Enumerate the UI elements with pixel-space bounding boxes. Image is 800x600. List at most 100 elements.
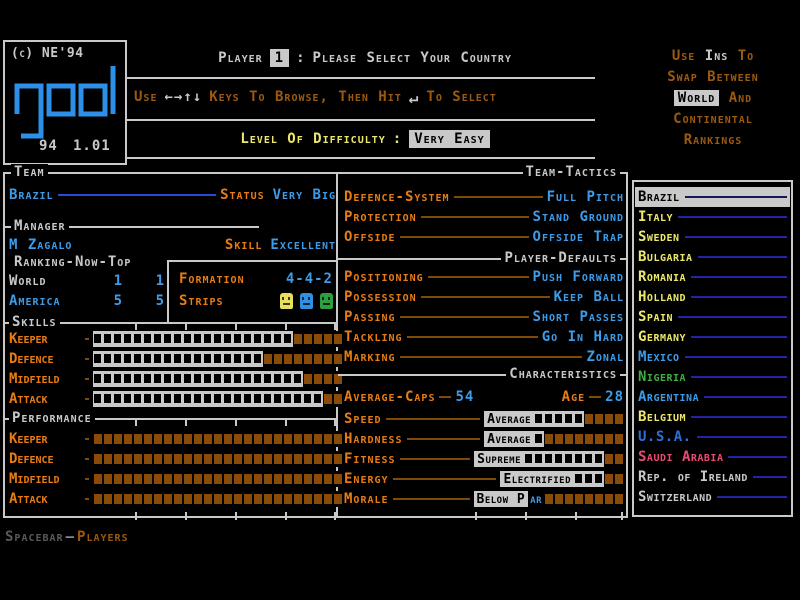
bar-cell [253, 451, 263, 467]
bar-cell [323, 451, 333, 467]
age-value: 28 [605, 389, 624, 405]
player-number-box[interactable]: 1 [269, 49, 290, 67]
ranking-label: America [9, 293, 61, 309]
tactic-value: Offside Trap [532, 229, 624, 245]
default-row: Possession Keep Ball [344, 288, 624, 306]
characteristic-label: Energy [344, 471, 389, 487]
difficulty-value[interactable]: Very Easy [409, 130, 490, 148]
characteristic-label: Fitness [344, 451, 396, 467]
bar-cell [173, 431, 183, 447]
bar-cell [604, 431, 614, 447]
country-item-germany[interactable]: Germany [635, 327, 790, 347]
country-item-nigeria[interactable]: Nigeria [635, 367, 790, 387]
country-item-rep-of-ireland[interactable]: Rep. of Ireland [635, 467, 790, 487]
country-item-saudi-arabia[interactable]: Saudi Arabia [635, 447, 790, 467]
country-item-u-s-a[interactable]: U.S.A. [635, 427, 790, 447]
bar-cell [123, 331, 133, 347]
hint-select: To Select [426, 89, 497, 105]
bar-filled-segment: Average [484, 431, 544, 447]
bar-cell [213, 431, 223, 447]
bar-cell [133, 431, 143, 447]
bar-cell [253, 331, 263, 347]
bar-cell [574, 471, 584, 487]
bar-cell [153, 391, 163, 407]
connector-line [392, 478, 497, 480]
team-info-panel: Team Brazil Status Very Big Manager M Za… [3, 164, 628, 520]
country-item-holland[interactable]: Holland [635, 287, 790, 307]
bar-cell [283, 371, 293, 387]
ranking-now: 1 [113, 273, 123, 289]
logo-letter-o [46, 83, 76, 117]
connector-line [85, 398, 89, 400]
bar-value-text: Supreme [477, 451, 521, 467]
country-item-italy[interactable]: Italy [635, 207, 790, 227]
bar-cell [213, 331, 223, 347]
bar-empty-segment [584, 411, 624, 427]
strip-jersey-icon-1[interactable] [280, 293, 293, 309]
bar-cell [183, 471, 193, 487]
bar-cell [313, 491, 323, 507]
bar-cell [153, 491, 163, 507]
connector-line [85, 478, 89, 480]
country-item-sweden[interactable]: Sweden [635, 227, 790, 247]
bar-cell [303, 351, 313, 367]
footer-dash: — [65, 529, 76, 545]
bar-cell [183, 491, 193, 507]
note-line-2: Swap Between [667, 69, 759, 85]
performance-row: Defence [9, 450, 343, 468]
bar-cell [103, 451, 113, 467]
header-divider-1 [127, 77, 595, 79]
country-item-mexico[interactable]: Mexico [635, 347, 790, 367]
bar-cell [193, 391, 203, 407]
country-name: U.S.A. [638, 429, 692, 445]
world-rankings-badge[interactable]: World [673, 90, 720, 106]
country-name: Holland [638, 289, 687, 305]
country-item-romania[interactable]: Romania [635, 267, 790, 287]
bar-cell [193, 371, 203, 387]
bar-cell [143, 451, 153, 467]
player-prompt-row: Player 1 : Please Select Your Country [128, 46, 602, 70]
logo-letter-g [14, 83, 44, 139]
connector-line [406, 336, 538, 338]
browse-hint-row: Use ←→↑↓ Keys To Browse, Then Hit ↵ To S… [128, 85, 605, 109]
bar-cell [283, 351, 293, 367]
header-message-area: Player 1 : Please Select Your Country Us… [127, 40, 595, 160]
connector-line [453, 196, 543, 198]
note-line-1: Use Ins To [626, 46, 800, 67]
performance-section-line [5, 418, 336, 420]
strip-jersey-icon-3[interactable] [320, 293, 333, 309]
bar-cell [103, 371, 113, 387]
country-item-argentina[interactable]: Argentina [635, 387, 790, 407]
status-label: Status [220, 187, 265, 203]
bar-cell [263, 451, 273, 467]
strip-jersey-icon-2[interactable] [300, 293, 313, 309]
default-row: Tackling Go In Hard [344, 328, 624, 346]
bar-cell [333, 451, 343, 467]
status-value: Very Big [272, 187, 336, 203]
country-item-belgium[interactable]: Belgium [635, 407, 790, 427]
country-rule [691, 296, 787, 298]
country-item-bulgaria[interactable]: Bulgaria [635, 247, 790, 267]
bar-cell [594, 471, 604, 487]
manager-section-line [5, 226, 259, 228]
country-item-brazil[interactable]: Brazil [635, 187, 790, 207]
manager-row: M Zagalo Skill Excellent [9, 236, 336, 254]
bar-cell [554, 451, 564, 467]
scale-tick [235, 322, 237, 330]
bar-cell [133, 371, 143, 387]
skills-row: Defence [9, 350, 343, 368]
country-item-spain[interactable]: Spain [635, 307, 790, 327]
bar-cell [263, 471, 273, 487]
bar-cell [293, 431, 303, 447]
bar-cell [143, 491, 153, 507]
bar-cell [273, 351, 283, 367]
bar-cell [233, 451, 243, 467]
country-rule [728, 456, 787, 458]
connector-line [589, 396, 602, 398]
country-rule [678, 316, 787, 318]
bar-cell [213, 371, 223, 387]
default-label: Passing [344, 309, 396, 325]
country-item-switzerland[interactable]: Switzerland [635, 487, 790, 507]
bar-cell [534, 451, 544, 467]
